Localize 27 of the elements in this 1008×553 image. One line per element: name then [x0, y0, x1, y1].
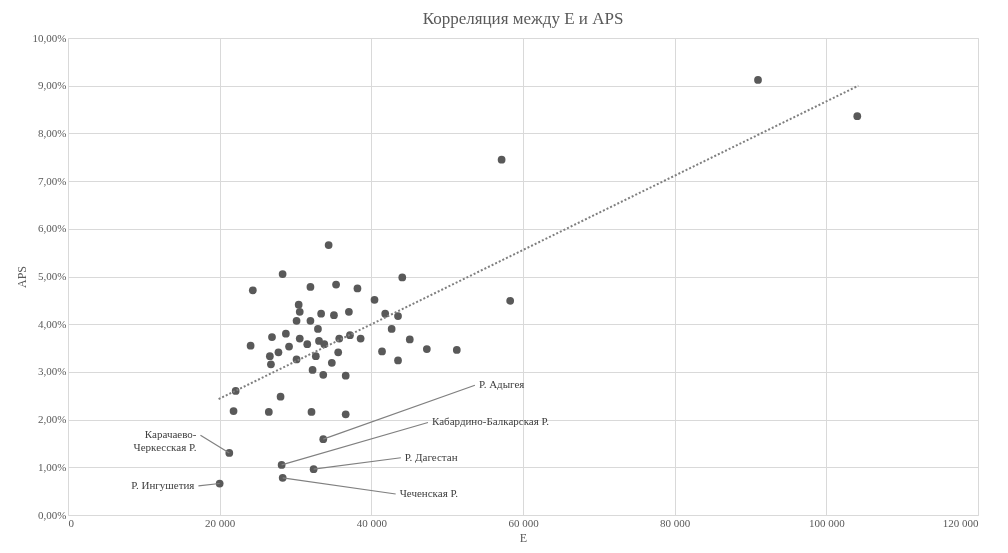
x-tick-label: 20 000	[205, 516, 236, 529]
x-tick-label: 0	[68, 516, 75, 529]
x-tick-label: 60 000	[508, 516, 540, 529]
y-tick-label: 4,00%	[38, 317, 67, 330]
y-tick-label: 5,00%	[38, 270, 67, 282]
y-tick-label: 8,00%	[38, 126, 67, 139]
y-tick-label: 7,00%	[38, 174, 67, 187]
x-tick-label: 120 000	[942, 516, 979, 529]
x-tick-label: 80 000	[660, 516, 691, 529]
x-axis-title: E	[519, 530, 528, 545]
y-tick-label: 2,00%	[38, 413, 67, 426]
y-tick-label: 3,00%	[38, 365, 67, 378]
annotation: Карачаево-Черкесская Р.	[133, 428, 197, 454]
annotation: Р. Ингушетия	[131, 478, 195, 491]
y-axis-title: APS	[14, 265, 29, 289]
x-tick-label: 40 000	[356, 516, 388, 529]
y-tick-label: 6,00%	[38, 222, 67, 235]
y-tick-label: 10,00%	[32, 31, 67, 44]
annotation: Кабардино-Балкарская Р.	[431, 415, 550, 428]
annotation: Р. Дагестан	[404, 450, 458, 463]
y-tick-label: 1,00%	[38, 460, 67, 473]
y-tick-label: 0,00%	[38, 508, 67, 521]
chart-title: Корреляция между E и APS	[422, 9, 624, 28]
y-tick-label: 9,00%	[38, 79, 67, 92]
x-tick-label: 100 000	[808, 516, 846, 529]
annotation: Чеченская Р.	[399, 487, 459, 500]
annotation: Р. Адыгея	[478, 378, 525, 391]
